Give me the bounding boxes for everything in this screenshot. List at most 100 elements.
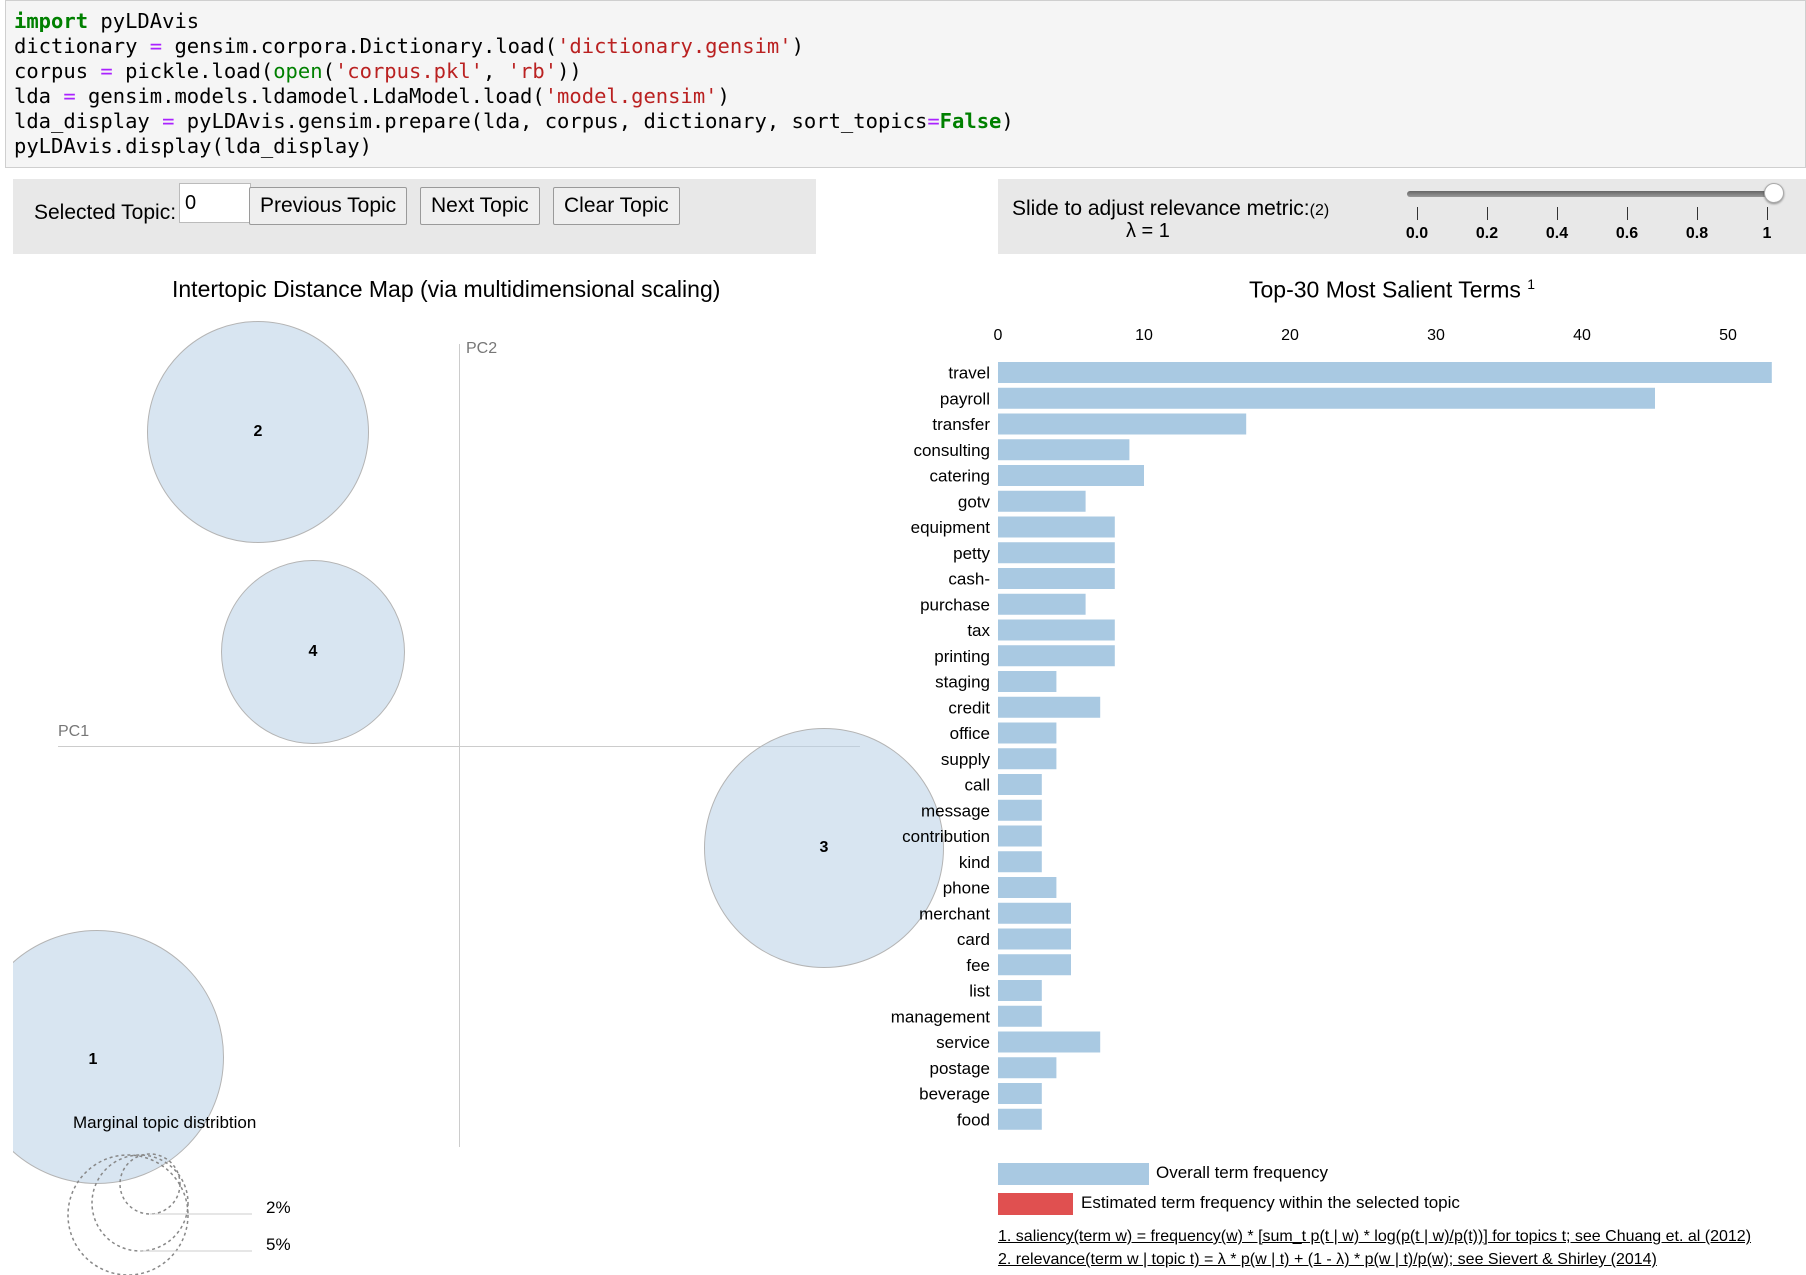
slider-tick — [1557, 207, 1558, 220]
term-bar[interactable] — [998, 645, 1115, 667]
topic-label-3: 3 — [819, 839, 829, 856]
relevance-slider-thumb[interactable] — [1764, 183, 1784, 203]
term-bar[interactable] — [998, 1031, 1101, 1053]
next-topic-button[interactable]: Next Topic — [420, 187, 540, 225]
term-label[interactable]: purchase — [920, 595, 990, 614]
term-bar[interactable] — [998, 722, 1057, 744]
term-label[interactable]: food — [957, 1110, 990, 1129]
legend-estimated-label: Estimated term frequency within the sele… — [1081, 1193, 1460, 1212]
code-cell[interactable]: import pyLDAvis dictionary = gensim.corp… — [5, 0, 1806, 168]
term-bar[interactable] — [998, 825, 1042, 847]
relevance-note: (2) — [1309, 202, 1330, 219]
term-bar[interactable] — [998, 387, 1655, 409]
topic-control-panel: Selected Topic: Previous Topic Next Topi… — [13, 179, 816, 254]
term-bar[interactable] — [998, 439, 1130, 461]
term-bar[interactable] — [998, 1005, 1042, 1027]
x-tick-label: 20 — [1281, 327, 1299, 344]
term-label[interactable]: cash- — [948, 570, 990, 589]
term-label[interactable]: staging — [935, 673, 990, 692]
term-bar[interactable] — [998, 1057, 1057, 1079]
term-label[interactable]: printing — [934, 647, 990, 666]
term-label[interactable]: service — [936, 1033, 990, 1052]
topic-circle-3[interactable] — [704, 728, 944, 968]
footnote-saliency[interactable]: 1. saliency(term w) = frequency(w) * [su… — [998, 1228, 1752, 1245]
code-line-6: pyLDAvis.display(lda_display) — [14, 134, 372, 158]
term-label[interactable]: contribution — [902, 827, 990, 846]
term-label[interactable]: merchant — [919, 904, 990, 923]
marginal-topic-title: Marginal topic distribtion — [73, 1113, 257, 1132]
term-bar[interactable] — [998, 1083, 1042, 1104]
topic-label-4: 4 — [308, 643, 318, 660]
term-bar[interactable] — [998, 696, 1101, 718]
selected-topic-input[interactable] — [179, 183, 251, 223]
term-label[interactable]: card — [957, 930, 990, 949]
lambda-value: λ = 1 — [1126, 220, 1170, 242]
term-label[interactable]: credit — [948, 698, 990, 717]
marginal-circle-large — [67, 1154, 189, 1275]
term-bar[interactable] — [998, 593, 1086, 615]
term-label[interactable]: fee — [966, 956, 990, 975]
term-bar[interactable] — [998, 902, 1071, 924]
term-bar[interactable] — [998, 1108, 1042, 1130]
term-bar[interactable] — [998, 748, 1057, 770]
marginal-pct-2: 2% — [266, 1198, 291, 1217]
footnote-relevance[interactable]: 2. relevance(term w | topic t) = λ * p(w… — [998, 1251, 1657, 1268]
term-bar[interactable] — [998, 568, 1115, 589]
term-label[interactable]: payroll — [940, 389, 990, 408]
term-bar[interactable] — [998, 799, 1042, 821]
term-label[interactable]: management — [891, 1007, 991, 1026]
term-bar[interactable] — [998, 465, 1144, 486]
term-label[interactable]: tax — [967, 621, 990, 640]
term-bar[interactable] — [998, 413, 1247, 435]
term-label[interactable]: catering — [930, 467, 990, 486]
legend-overall-swatch — [998, 1163, 1149, 1185]
intertopic-title: Intertopic Distance Map (via multidimens… — [172, 276, 721, 302]
code-line-1: import pyLDAvis — [14, 9, 200, 33]
topic-circle-4[interactable] — [221, 560, 405, 744]
term-bar[interactable] — [998, 877, 1057, 898]
legend-estimated-swatch — [998, 1193, 1073, 1215]
term-label[interactable]: office — [950, 724, 990, 743]
term-bar[interactable] — [998, 542, 1115, 564]
term-label[interactable]: consulting — [913, 441, 990, 460]
term-label[interactable]: supply — [941, 750, 991, 769]
term-bar[interactable] — [998, 671, 1057, 692]
topic-circle-1[interactable] — [13, 930, 224, 1184]
term-bar[interactable] — [998, 516, 1115, 538]
term-label[interactable]: list — [969, 982, 990, 1001]
previous-topic-button[interactable]: Previous Topic — [249, 187, 408, 225]
term-bar[interactable] — [998, 980, 1042, 1001]
relevance-slider-track[interactable] — [1407, 191, 1772, 197]
term-bar[interactable] — [998, 490, 1086, 512]
term-label[interactable]: transfer — [932, 415, 990, 434]
pc1-label: PC1 — [58, 723, 90, 740]
term-label[interactable]: equipment — [911, 518, 991, 537]
term-bar[interactable] — [998, 928, 1071, 950]
term-label[interactable]: travel — [948, 364, 990, 383]
term-label[interactable]: postage — [930, 1059, 991, 1078]
relevance-panel: Slide to adjust relevance metric:(2) λ =… — [998, 179, 1806, 254]
slider-tick — [1697, 207, 1698, 220]
term-label[interactable]: gotv — [958, 492, 991, 511]
term-label[interactable]: petty — [953, 544, 990, 563]
term-bar[interactable] — [998, 774, 1042, 795]
term-label[interactable]: call — [964, 776, 990, 795]
x-tick-label: 0 — [994, 327, 1003, 344]
term-bar[interactable] — [998, 851, 1042, 873]
term-bar[interactable] — [998, 362, 1772, 383]
pc2-label: PC2 — [466, 340, 498, 357]
term-label[interactable]: phone — [943, 879, 990, 898]
slider-tick-label: 0.6 — [1615, 225, 1639, 242]
salient-terms-title: Top-30 Most Salient Terms 1 — [1249, 276, 1536, 303]
x-tick-label: 10 — [1135, 327, 1153, 344]
term-label[interactable]: kind — [959, 853, 990, 872]
term-label[interactable]: beverage — [919, 1085, 990, 1104]
topic-label-1: 1 — [88, 1051, 98, 1068]
topic-circle-2[interactable] — [147, 321, 369, 543]
term-bar[interactable] — [998, 954, 1071, 976]
term-bar[interactable] — [998, 619, 1115, 641]
term-label[interactable]: message — [921, 801, 990, 820]
legend-overall-label: Overall term frequency — [1156, 1163, 1328, 1182]
clear-topic-button[interactable]: Clear Topic — [553, 187, 680, 225]
code-line-3: corpus = pickle.load(open('corpus.pkl', … — [14, 59, 582, 83]
